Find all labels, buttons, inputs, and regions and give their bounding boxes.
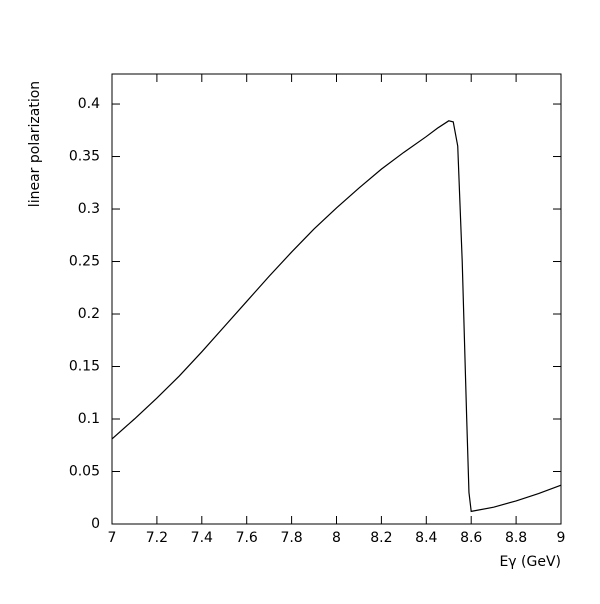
x-tick-label: 8 bbox=[332, 530, 341, 546]
y-tick-label: 0 bbox=[91, 516, 100, 532]
x-axis-label: Eγ (GeV) bbox=[499, 554, 561, 570]
x-tick-label: 7.8 bbox=[280, 530, 302, 546]
x-tick-label: 8.2 bbox=[370, 530, 392, 546]
y-tick-label: 0.2 bbox=[78, 306, 100, 322]
x-tick-label: 9 bbox=[557, 530, 566, 546]
x-tick-label: 7.2 bbox=[146, 530, 168, 546]
x-tick-label: 7.6 bbox=[236, 530, 258, 546]
y-tick-label: 0.05 bbox=[69, 464, 100, 480]
y-tick-label: 0.25 bbox=[69, 254, 100, 270]
y-tick-label: 0.15 bbox=[69, 359, 100, 375]
x-tick-label: 8.6 bbox=[460, 530, 482, 546]
x-tick-label: 7 bbox=[108, 530, 117, 546]
x-tick-label: 8.8 bbox=[505, 530, 527, 546]
y-tick-label: 0.1 bbox=[78, 411, 100, 427]
plot-frame bbox=[111, 73, 562, 525]
y-axis-label: linear polarization bbox=[27, 81, 43, 207]
y-tick-label: 0.3 bbox=[78, 201, 100, 217]
y-tick-label: 0.35 bbox=[69, 149, 100, 165]
x-tick-label: 7.4 bbox=[191, 530, 213, 546]
y-tick-label: 0.4 bbox=[78, 96, 100, 112]
x-tick-label: 8.4 bbox=[415, 530, 437, 546]
line bbox=[111, 120, 562, 513]
